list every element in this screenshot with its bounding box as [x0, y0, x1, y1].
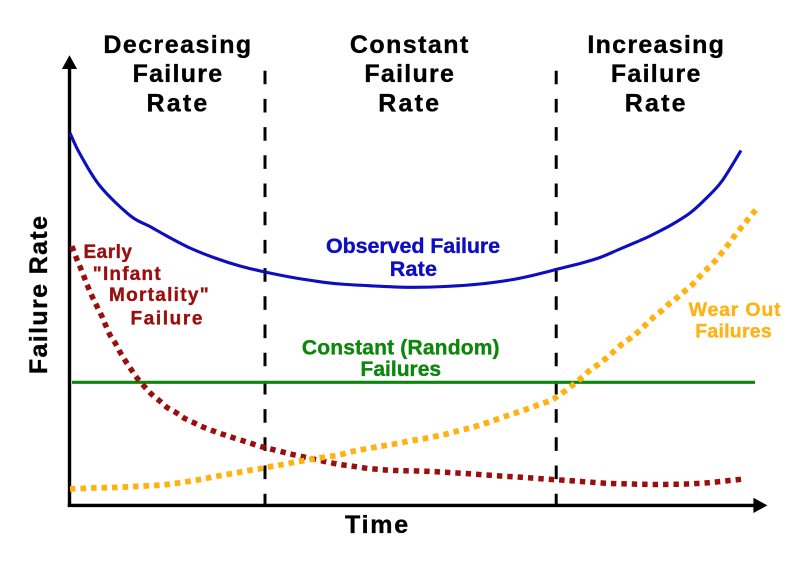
- svg-text:Rate: Rate: [147, 90, 210, 118]
- svg-text:Constant: Constant: [350, 31, 470, 59]
- svg-text:"Infant: "Infant: [93, 264, 162, 285]
- svg-text:Rate: Rate: [625, 90, 688, 118]
- svg-text:Wear Out: Wear Out: [689, 299, 782, 321]
- svg-text:Failure Rate: Failure Rate: [25, 215, 53, 375]
- svg-text:Time: Time: [345, 511, 410, 539]
- svg-text:Rate: Rate: [390, 257, 437, 281]
- svg-text:Failure: Failure: [611, 60, 702, 88]
- svg-text:Rate: Rate: [378, 90, 441, 118]
- svg-text:Failure: Failure: [133, 60, 224, 88]
- svg-text:Decreasing: Decreasing: [103, 31, 252, 59]
- svg-text:Observed Failure: Observed Failure: [326, 234, 500, 258]
- svg-text:Failure: Failure: [131, 309, 205, 330]
- svg-text:Constant (Random): Constant (Random): [302, 337, 500, 360]
- svg-text:Failure: Failure: [364, 60, 455, 88]
- svg-text:Failures: Failures: [361, 358, 442, 381]
- svg-text:Mortality": Mortality": [109, 285, 210, 306]
- svg-text:Increasing: Increasing: [587, 31, 725, 59]
- svg-text:Early: Early: [84, 242, 133, 263]
- svg-text:Failures: Failures: [695, 321, 772, 343]
